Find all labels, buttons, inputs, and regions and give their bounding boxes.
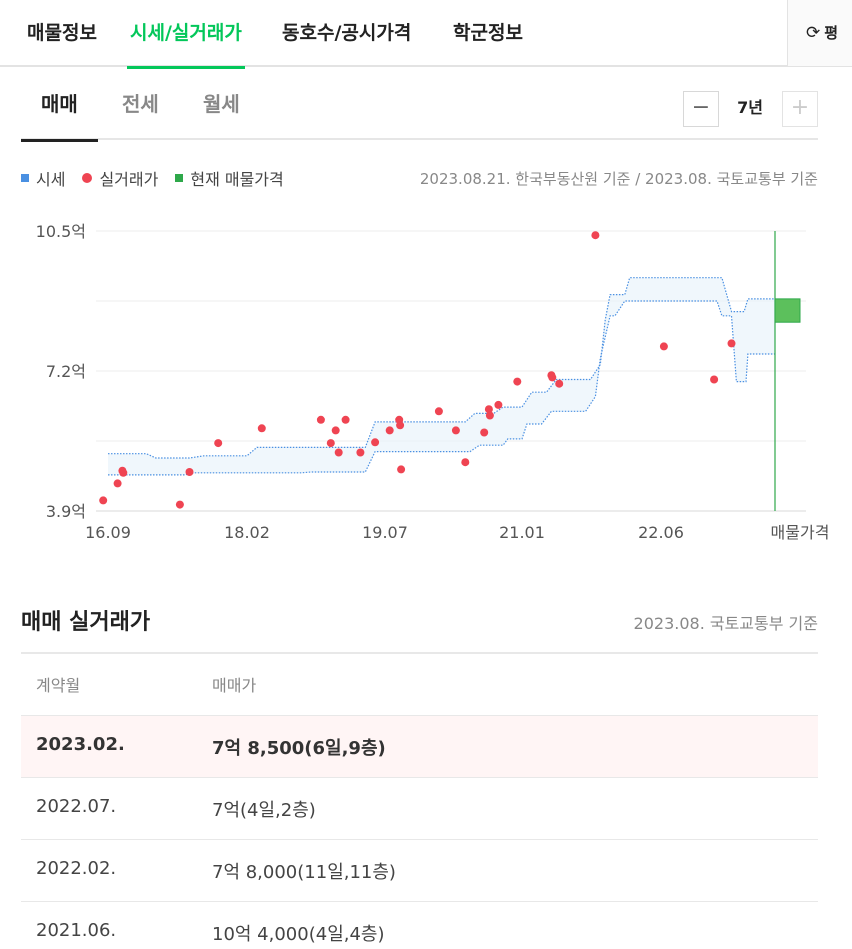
real-trade-point [99, 496, 108, 505]
real-trade-point [334, 448, 343, 457]
table-row[interactable]: 2022.02. 7억 8,000(11일,11층) [21, 840, 818, 902]
area-toggle-button[interactable]: ⟳ 평 [787, 0, 852, 66]
trade-price: 10억 4,000(4일,4층) [212, 924, 385, 945]
real-trade-point [461, 458, 470, 467]
real-trade-point [119, 468, 128, 477]
y-tick-label: 7.2억 [46, 362, 86, 381]
real-trade-point [396, 421, 405, 430]
real-trade-point [659, 342, 668, 351]
chart-legend: 시세 실거래가 현재 매물가격 [21, 166, 301, 190]
real-trade-point [326, 439, 335, 448]
tab-sale[interactable]: 매매 [21, 88, 98, 142]
real-trade-point [175, 500, 184, 509]
legend-market-price-label: 시세 [36, 170, 66, 189]
real-trade-point [548, 373, 557, 382]
x-tick-label: 19.07 [362, 523, 408, 542]
trade-type-tabs: 매매 전세 월세 [21, 68, 818, 142]
legend-market-price: 시세 [21, 166, 65, 190]
trade-month: 2022.07. [36, 796, 117, 817]
real-trade-point [185, 468, 194, 476]
market-price-lower-line [108, 300, 775, 476]
real-trade-point [451, 426, 460, 435]
real-trade-point [485, 411, 494, 420]
real-trade-point [434, 407, 443, 416]
table-row[interactable]: 2023.02. 7억 8,500(6일,9층) [21, 716, 818, 778]
dot-icon [82, 173, 93, 183]
trade-month: 2023.02. [36, 734, 125, 755]
column-header-month: 계약월 [36, 676, 81, 695]
real-trade-point [331, 426, 340, 435]
real-trade-point [257, 424, 266, 433]
trade-price: 7억(4일,2층) [212, 800, 316, 821]
real-trade-point [341, 415, 350, 424]
price-chart[interactable]: 10.5억 7.2억 3.9억 16.09 18.02 19.07 21.01 22.06 매물… [0, 212, 852, 552]
top-tab-bar: 매물정보 시세/실거래가 동호수/공시가격 학군정보 ⟳ 평 [0, 0, 852, 69]
real-trade-point [480, 428, 489, 437]
real-trade-point [385, 426, 394, 435]
legend-current-listing-label: 현재 매물가격 [190, 170, 284, 189]
real-trade-point [513, 377, 522, 386]
real-trade-point [494, 400, 503, 409]
legend-real-trade-label: 실거래가 [99, 170, 159, 189]
trade-source-note: 2023.08. 국토교통부 기준 [633, 614, 818, 633]
tab-jeonse[interactable]: 전세 [122, 92, 159, 116]
tab-school-info[interactable]: 학군정보 [453, 22, 523, 44]
listing-price-box [774, 298, 801, 323]
x-tick-label: 21.01 [499, 523, 545, 542]
column-header-price: 매매가 [212, 676, 257, 695]
x-tick-label: 16.09 [85, 523, 131, 542]
legend-current-listing: 현재 매물가격 [175, 166, 284, 190]
square-icon [21, 174, 29, 182]
x-tick-label: 매물가격 [771, 523, 830, 542]
trade-section-title: 매매 실거래가 [21, 610, 151, 635]
market-price-band [108, 277, 775, 475]
real-trade-point [371, 438, 380, 447]
tab-listing-info[interactable]: 매물정보 [27, 22, 97, 44]
tab-monthly-rent[interactable]: 월세 [203, 92, 240, 116]
refresh-icon: ⟳ [806, 23, 821, 43]
trade-month: 2021.06. [36, 920, 117, 941]
trade-month: 2022.02. [36, 858, 117, 879]
x-tick-label: 22.06 [638, 523, 684, 542]
period-value: 7년 [737, 98, 763, 117]
trade-table: 계약월 매매가 2023.02. 7억 8,500(6일,9층) 2022.07… [21, 652, 818, 949]
real-trade-point [356, 448, 365, 457]
real-trade-point [214, 439, 223, 448]
real-trade-point [727, 339, 736, 348]
real-trade-point [113, 479, 122, 488]
legend-real-trade: 실거래가 [82, 166, 158, 190]
table-header: 계약월 매매가 [21, 654, 818, 716]
real-trade-point [484, 405, 493, 414]
real-trade-point [316, 415, 325, 424]
square-icon [175, 174, 184, 182]
real-trade-point [710, 375, 719, 384]
y-tick-label: 10.5억 [36, 222, 86, 241]
area-toggle-label: 평 [824, 24, 839, 42]
trade-price: 7억 8,000(11일,11층) [212, 862, 396, 883]
y-tick-label: 3.9억 [46, 502, 86, 521]
period-decrease-button[interactable]: − [683, 91, 719, 127]
table-row[interactable]: 2021.06. 10억 4,000(4일,4층) [21, 902, 818, 949]
real-trade-point [397, 465, 406, 474]
tab-unit-official-price[interactable]: 동호수/공시가격 [282, 22, 412, 44]
table-row[interactable]: 2022.07. 7억(4일,2층) [21, 778, 818, 840]
chart-source-note: 2023.08.21. 한국부동산원 기준 / 2023.08. 국토교통부 기… [419, 170, 818, 188]
period-increase-button[interactable]: + [782, 91, 818, 127]
x-tick-label: 18.02 [224, 523, 270, 542]
real-trade-point [591, 231, 600, 240]
trade-price: 7억 8,500(6일,9층) [212, 738, 386, 759]
real-trade-point [555, 379, 564, 388]
tab-price-trade[interactable]: 시세/실거래가 [127, 0, 245, 69]
